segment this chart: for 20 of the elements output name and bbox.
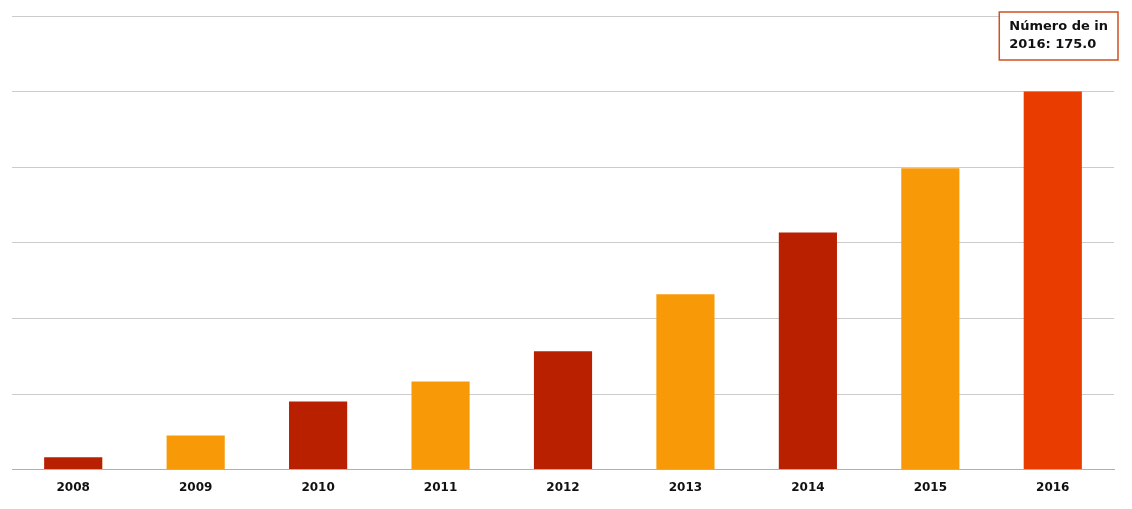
bar <box>901 168 960 470</box>
x-tick-label: 2011 <box>423 479 458 494</box>
x-tick-label: 2012 <box>546 479 580 494</box>
text: Número de in <box>1009 17 1109 33</box>
x-tick-label: 2014 <box>791 479 825 494</box>
x-tick-label: 2013 <box>668 479 703 494</box>
x-tick-label: 2008 <box>56 479 90 494</box>
x-tick-label: 2016 <box>1036 479 1070 494</box>
bar <box>166 435 225 470</box>
x-tick-label: 2010 <box>301 479 335 494</box>
x-tick-label: 2009 <box>178 479 213 494</box>
bar <box>533 351 593 470</box>
bar <box>289 401 348 470</box>
bar <box>44 457 103 470</box>
text: 2016: 175.0 <box>1009 35 1097 51</box>
bar <box>656 294 715 470</box>
bar <box>778 232 837 470</box>
x-tick-label: 2015 <box>913 479 948 494</box>
bar <box>411 381 470 470</box>
bar <box>1023 91 1082 470</box>
